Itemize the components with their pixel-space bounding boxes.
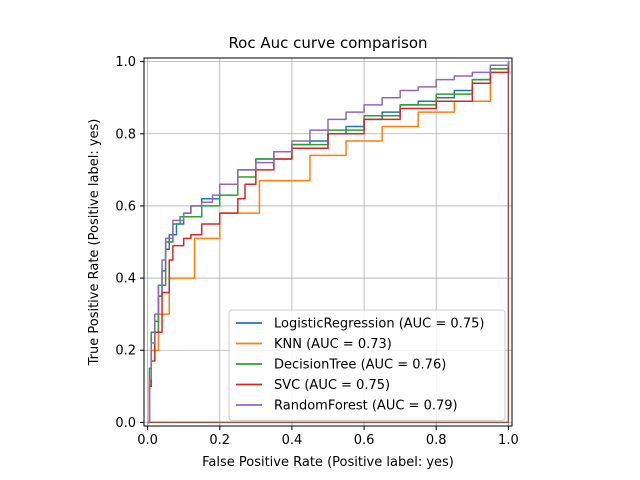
series-lines	[147, 61, 510, 424]
x-axis-label: False Positive Rate (Positive label: yes…	[202, 455, 454, 470]
y-tick-label: 0.4	[115, 272, 136, 287]
x-tick-label: 0.2	[209, 433, 230, 448]
legend-box	[228, 309, 506, 421]
y-tick-label: 0.2	[115, 344, 136, 359]
series-line-4	[147, 61, 510, 424]
x-tick-label: 0.0	[137, 433, 158, 448]
axis-ticks: 0.0 0.2 0.4 0.6 0.8 1.0 0.0 0.2 0.4 0.6 0.8 1.0	[115, 55, 518, 448]
legend-entry: SVC (AUC = 0.75)	[274, 378, 390, 393]
series-line-5	[147, 61, 510, 424]
legend: LogisticRegression (AUC = 0.75) KNN (AUC …	[228, 309, 506, 421]
legend-entry: LogisticRegression (AUC = 0.75)	[274, 317, 484, 332]
plot-frame	[143, 57, 513, 427]
x-tick-label: 0.6	[354, 433, 375, 448]
y-tick-label: 0.0	[115, 416, 136, 431]
legend-entry: DecisionTree (AUC = 0.76)	[274, 358, 446, 373]
x-tick-label: 1.0	[498, 433, 519, 448]
y-tick-label: 0.6	[115, 199, 136, 214]
y-tick-label: 0.8	[115, 127, 136, 142]
chart-title: Roc Auc curve comparison	[228, 34, 427, 52]
legend-entry: RandomForest (AUC = 0.79)	[274, 399, 458, 414]
y-axis-label: True Positive Rate (Positive label: yes)	[87, 119, 102, 367]
series-line-3	[147, 61, 510, 424]
legend-entry: KNN (AUC = 0.73)	[274, 337, 392, 352]
y-tick-label: 1.0	[115, 55, 136, 70]
x-tick-label: 0.4	[282, 433, 303, 448]
x-tick-label: 0.8	[426, 433, 447, 448]
series-line-1	[147, 61, 510, 424]
